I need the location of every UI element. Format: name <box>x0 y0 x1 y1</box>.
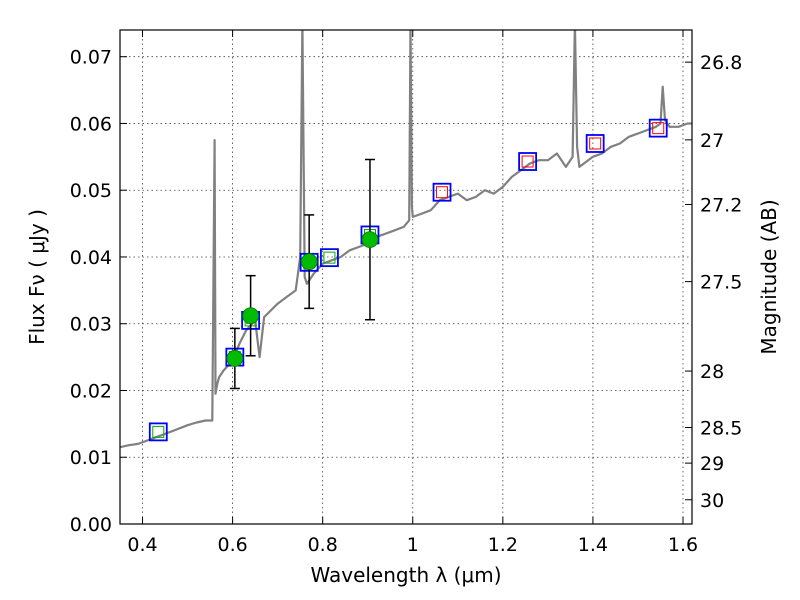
y2-tick-label: 26.8 <box>700 52 742 74</box>
band-marker <box>152 425 165 438</box>
y2-tick-label: 27.2 <box>700 194 742 216</box>
x-tick-label: 1.2 <box>488 534 518 556</box>
y-tick-label: 0.04 <box>70 247 112 269</box>
grid-lines <box>120 30 692 525</box>
synthetic-photometry-marker <box>648 118 668 138</box>
synthetic-photometry-marker <box>320 248 339 268</box>
plot-frame <box>119 29 693 525</box>
model-spectrum-line <box>120 30 692 449</box>
synthetic-photometry-marker <box>585 134 605 153</box>
synthetic-photometry-marker <box>432 182 452 202</box>
band-marker <box>436 186 449 199</box>
x-tick-label: 1.4 <box>578 534 608 556</box>
y2-tick-label: 28 <box>700 361 724 383</box>
x-tick-label: 1 <box>407 534 419 556</box>
y2-axis-label: Magnitude (AB) <box>757 199 781 354</box>
y2-tick-label: 28.5 <box>700 418 742 440</box>
y2-tick-label: 29 <box>700 453 724 475</box>
y-tick-label: 0.02 <box>70 380 112 402</box>
observed-flux-point <box>242 307 260 325</box>
x-axis-label: Wavelength λ (μm) <box>310 563 501 587</box>
y2-tick-label: 27.5 <box>700 272 742 294</box>
y2-tick-label: 30 <box>700 490 724 512</box>
synthetic-photometry-marker <box>148 422 168 442</box>
x-tick-label: 0.6 <box>217 534 247 556</box>
y-tick-label: 0.00 <box>70 514 112 536</box>
observed-flux-point <box>361 231 379 249</box>
x-tick-label: 1.6 <box>668 534 698 556</box>
y-tick-label: 0.01 <box>70 447 112 469</box>
y-axis-label: Flux Fν ( μJy ) <box>25 209 49 345</box>
band-marker <box>521 155 534 168</box>
synthetic-photometry-marker <box>518 152 538 171</box>
y2-tick-label: 27 <box>700 130 724 152</box>
x-tick-label: 0.4 <box>127 534 157 556</box>
x-tick-label: 0.8 <box>308 534 338 556</box>
band-marker <box>652 122 665 135</box>
y-tick-label: 0.03 <box>70 314 112 336</box>
y-tick-label: 0.05 <box>70 180 112 202</box>
y-tick-label: 0.07 <box>70 47 112 69</box>
band-marker <box>323 251 336 264</box>
band-marker <box>589 137 602 150</box>
plot-series <box>120 30 692 449</box>
observed-flux-point <box>300 253 318 271</box>
observed-flux-point <box>226 350 244 367</box>
y-tick-label: 0.06 <box>70 113 112 135</box>
axis-ticks: 0.4 0.6 0.8 1 1.2 1.4 1.6 0.00 0.01 0.02 0.03 0.04 0… <box>70 30 742 556</box>
